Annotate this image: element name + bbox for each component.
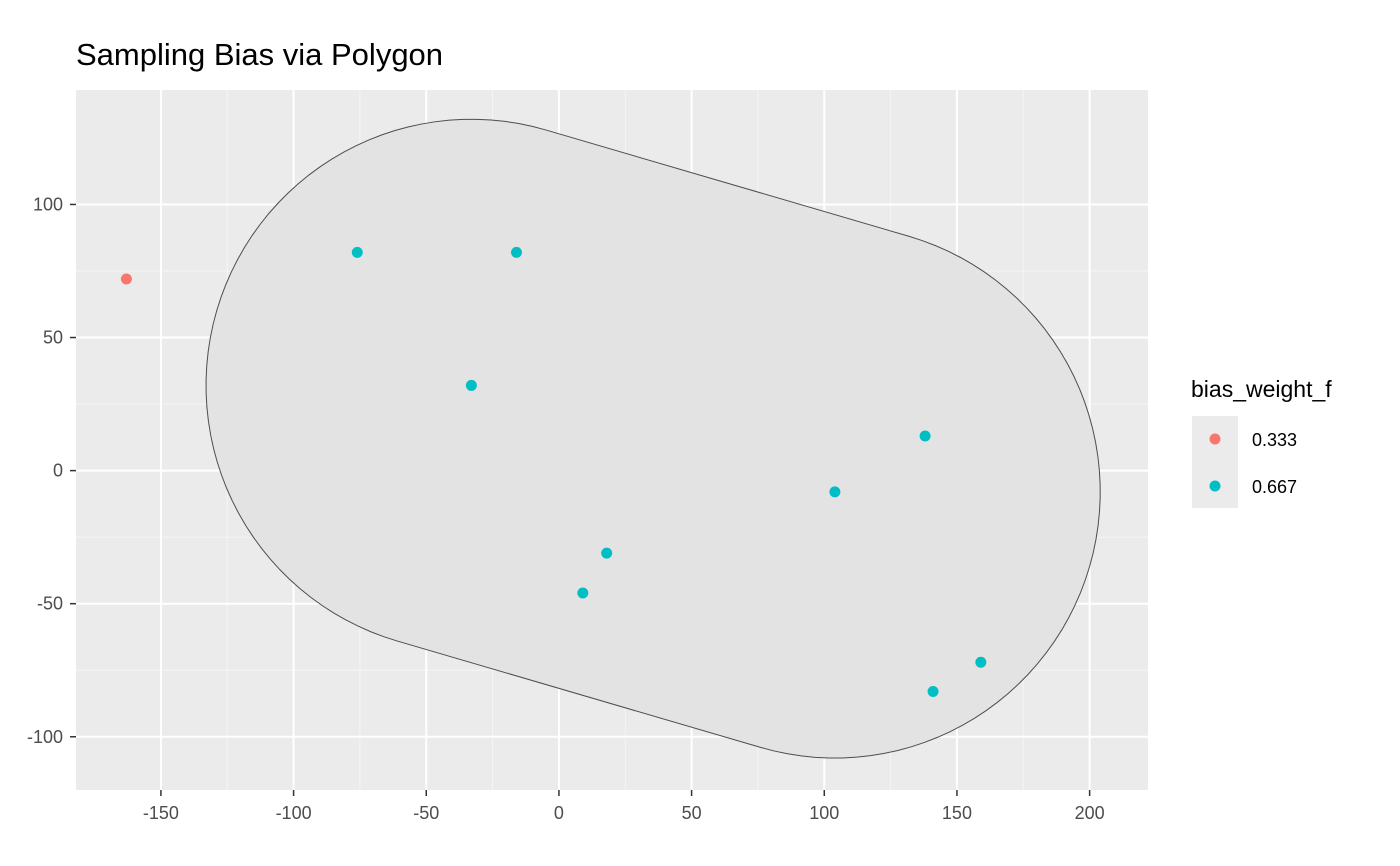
data-point [601, 547, 613, 559]
legend-key [1209, 480, 1221, 492]
y-tick-label: 50 [43, 328, 63, 348]
data-points [120, 246, 987, 698]
y-axis: 100 50 0 -50 -100 [27, 194, 76, 747]
data-point [829, 486, 841, 498]
x-tick-label: -100 [276, 803, 312, 823]
x-tick-label: -150 [143, 803, 179, 823]
x-tick-label: 0 [554, 803, 564, 823]
x-axis: -150 -100 -50 0 50 100 150 200 [143, 790, 1105, 823]
data-point [510, 246, 522, 258]
x-tick-label: 150 [942, 803, 972, 823]
data-point [465, 379, 477, 391]
y-tick-label: 100 [33, 194, 63, 214]
legend-key-background [1192, 416, 1238, 508]
data-point [927, 686, 939, 698]
y-tick-label: 0 [53, 461, 63, 481]
x-tick-label: 50 [682, 803, 702, 823]
data-point [351, 246, 363, 258]
data-point [120, 273, 132, 285]
bias-polygon-shape [205, 118, 1101, 759]
data-point [577, 587, 589, 599]
legend-title: bias_weight_f [1191, 376, 1332, 402]
legend-label: 0.333 [1252, 430, 1297, 450]
y-tick-label: -50 [37, 594, 63, 614]
x-tick-label: 100 [809, 803, 839, 823]
data-point [975, 656, 987, 668]
legend-label: 0.667 [1252, 477, 1297, 497]
x-tick-label: 200 [1075, 803, 1105, 823]
bias-polygon [205, 118, 1101, 759]
legend-key [1209, 433, 1221, 445]
data-point [919, 430, 931, 442]
x-tick-label: -50 [413, 803, 439, 823]
legend: bias_weight_f 0.333 0.667 [1191, 376, 1332, 508]
y-tick-label: -100 [27, 727, 63, 747]
chart-title: Sampling Bias via Polygon [76, 37, 443, 72]
